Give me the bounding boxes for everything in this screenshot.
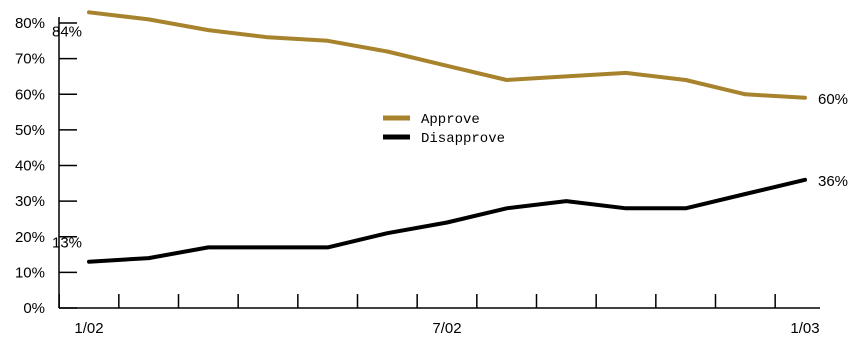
x-tick-label: 1/03 [790,320,819,337]
y-tick-label: 60% [15,86,45,103]
y-tick-label: 80% [15,15,45,32]
y-tick-label: 30% [15,193,45,210]
series-line-approve [87,10,807,100]
y-axis: 0% 10% 20% 30% 40% 50% 60% 70% 80% [15,15,77,317]
data-label: 36% [818,173,848,190]
data-label: 60% [818,91,848,108]
series-lines [87,10,807,264]
legend-label: Disapprove [421,131,505,147]
y-tick-label: 40% [15,158,45,175]
y-tick-label: 50% [15,122,45,139]
y-tick-label: 70% [15,51,45,68]
point-labels: 84% 60% 13% 36% [52,23,848,251]
y-tick-label: 10% [15,264,45,281]
x-tick-label: 1/02 [74,320,103,337]
y-tick-label: 0% [23,300,45,317]
legend-label: Approve [421,112,480,128]
x-axis: 1/02 7/02 1/03 [58,294,820,337]
data-label: 84% [52,23,82,40]
legend: Approve Disapprove [383,112,505,147]
x-tick-label: 7/02 [432,320,461,337]
data-label: 13% [52,235,82,252]
series-line-disapprove [87,177,807,264]
y-tick-label: 20% [15,229,45,246]
